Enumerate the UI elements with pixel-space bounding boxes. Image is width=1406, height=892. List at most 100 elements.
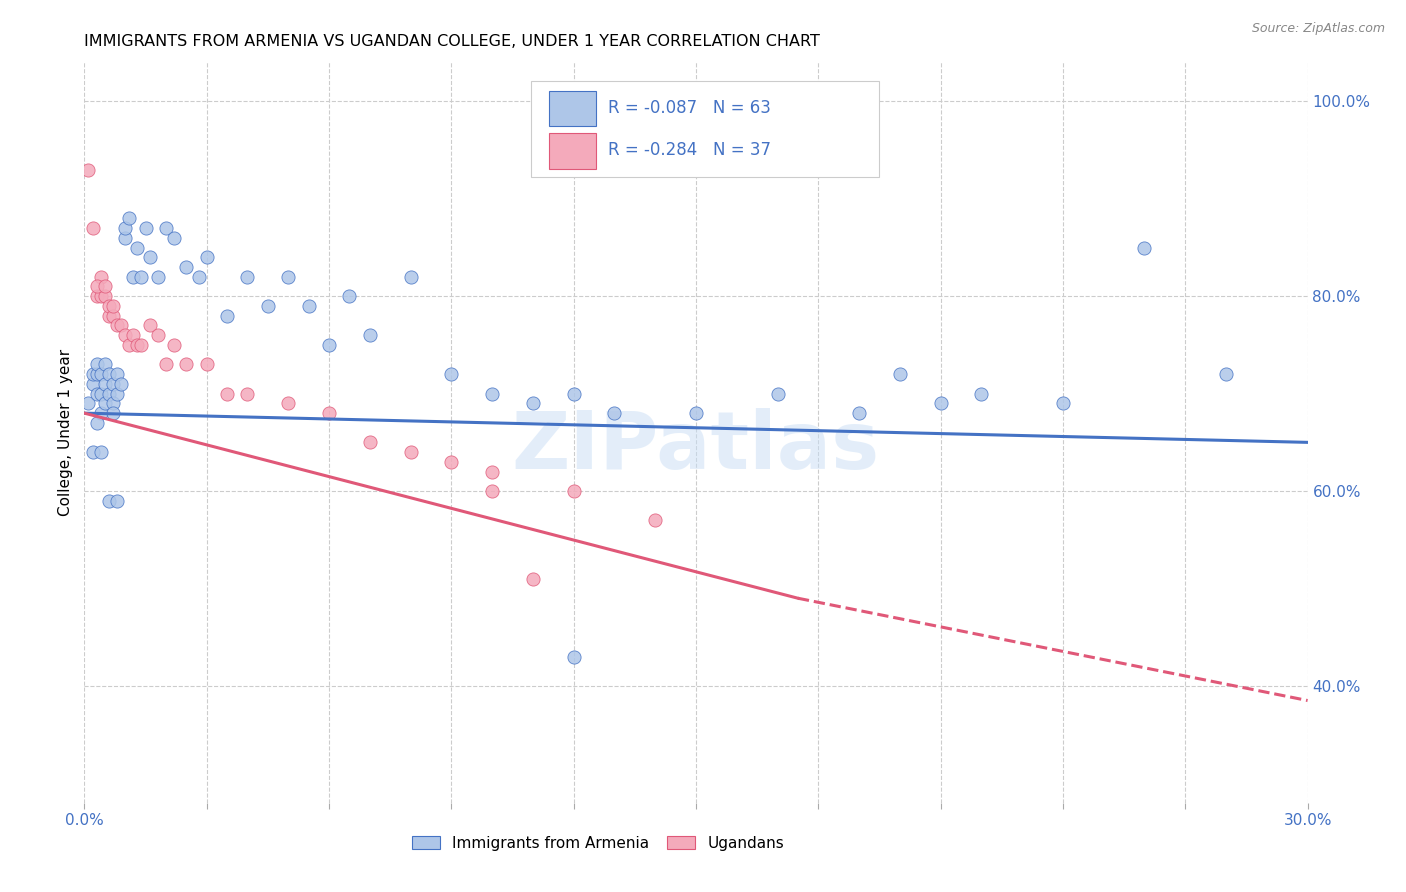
Point [110, 376, 132, 391]
Point [146, 269, 169, 284]
Point [562, 484, 585, 499]
Point [90, 289, 112, 303]
Point [101, 376, 124, 391]
Point [138, 318, 160, 333]
Point [359, 328, 381, 343]
Point [603, 406, 626, 420]
Point [114, 221, 136, 235]
Point [93, 289, 115, 303]
Point [339, 289, 361, 303]
Point [118, 211, 141, 226]
Point [236, 386, 259, 401]
Point [217, 309, 239, 323]
Point [114, 231, 136, 245]
Point [399, 269, 422, 284]
Point [86, 367, 108, 381]
Point [86, 289, 108, 303]
Point [481, 465, 503, 479]
Point [522, 396, 544, 410]
Point [163, 231, 186, 245]
Point [82, 376, 104, 391]
Text: Source: ZipAtlas.com: Source: ZipAtlas.com [1251, 22, 1385, 36]
FancyBboxPatch shape [550, 91, 596, 127]
Point [127, 240, 149, 255]
Y-axis label: College, Under 1 year: College, Under 1 year [58, 349, 73, 516]
Point [122, 269, 145, 284]
Point [93, 376, 115, 391]
Point [118, 338, 141, 352]
Point [86, 386, 108, 401]
Point [929, 396, 952, 410]
Point [97, 493, 120, 508]
Point [105, 367, 128, 381]
FancyBboxPatch shape [531, 81, 880, 178]
Point [146, 328, 169, 343]
Point [1215, 367, 1237, 381]
Point [105, 318, 128, 333]
Point [82, 367, 104, 381]
Point [848, 406, 870, 420]
Point [93, 358, 115, 372]
Point [131, 269, 153, 284]
Point [77, 396, 100, 410]
Point [122, 328, 145, 343]
Point [86, 416, 108, 430]
Point [93, 279, 115, 293]
Point [155, 221, 177, 235]
Point [277, 396, 299, 410]
Point [174, 358, 197, 372]
Point [90, 406, 112, 420]
Point [105, 386, 128, 401]
Point [644, 513, 666, 527]
Point [562, 386, 585, 401]
Legend: Immigrants from Armenia, Ugandans: Immigrants from Armenia, Ugandans [412, 836, 785, 851]
Point [97, 299, 120, 313]
Point [114, 328, 136, 343]
Point [257, 299, 280, 313]
Point [277, 269, 299, 284]
Point [90, 386, 112, 401]
Point [82, 445, 104, 459]
Point [135, 221, 157, 235]
Point [110, 318, 132, 333]
Point [101, 406, 124, 420]
Point [77, 162, 100, 177]
Point [217, 386, 239, 401]
Point [970, 386, 993, 401]
Point [481, 386, 503, 401]
FancyBboxPatch shape [550, 133, 596, 169]
Point [195, 250, 218, 264]
Point [101, 309, 124, 323]
Point [97, 367, 120, 381]
Point [1133, 240, 1156, 255]
Point [127, 338, 149, 352]
Point [101, 396, 124, 410]
Point [685, 406, 707, 420]
Point [101, 299, 124, 313]
Point [155, 358, 177, 372]
Point [440, 367, 463, 381]
Point [318, 406, 340, 420]
Point [90, 445, 112, 459]
Point [174, 260, 197, 274]
Point [90, 269, 112, 284]
Text: ZIPatlas: ZIPatlas [512, 409, 880, 486]
Point [522, 572, 544, 586]
Point [889, 367, 911, 381]
Point [93, 396, 115, 410]
Point [86, 358, 108, 372]
Point [562, 649, 585, 664]
Point [1052, 396, 1074, 410]
Point [236, 269, 259, 284]
Point [298, 299, 321, 313]
Point [97, 386, 120, 401]
Point [163, 338, 186, 352]
Text: R = -0.087   N = 63: R = -0.087 N = 63 [607, 99, 770, 117]
Point [195, 358, 218, 372]
Point [399, 445, 422, 459]
Text: IMMIGRANTS FROM ARMENIA VS UGANDAN COLLEGE, UNDER 1 YEAR CORRELATION CHART: IMMIGRANTS FROM ARMENIA VS UGANDAN COLLE… [84, 34, 820, 49]
Point [359, 435, 381, 450]
Point [131, 338, 153, 352]
Point [105, 493, 128, 508]
Text: R = -0.284   N = 37: R = -0.284 N = 37 [607, 141, 770, 160]
